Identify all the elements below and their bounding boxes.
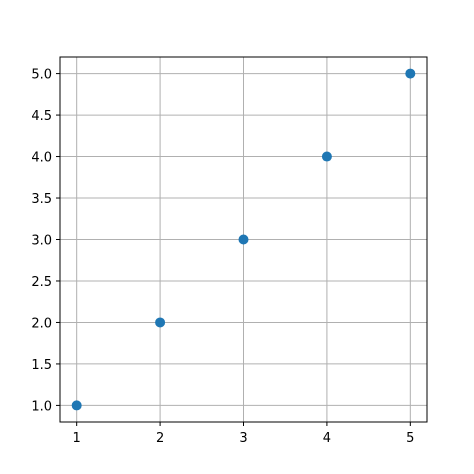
- y-tick-label: 2.0: [31, 316, 52, 331]
- y-tick-label: 1.5: [31, 358, 52, 373]
- y-tick-label: 4.0: [31, 151, 52, 166]
- ticks: [56, 73, 411, 426]
- y-tick-label: 3.5: [31, 192, 52, 207]
- grid: [60, 57, 427, 422]
- x-tick-label: 4: [323, 431, 331, 446]
- y-tick-label: 2.5: [31, 275, 52, 290]
- scatter-point: [238, 234, 249, 245]
- scatter-point: [71, 400, 82, 411]
- y-tick-label: 4.5: [31, 109, 52, 124]
- scatter-point: [321, 151, 332, 162]
- y-tick-label: 3.0: [31, 234, 52, 249]
- scatter-point: [405, 68, 416, 79]
- data-points: [71, 68, 416, 411]
- x-tick-label: 5: [406, 431, 414, 446]
- y-tick-label: 1.0: [31, 399, 52, 414]
- x-tick-label: 1: [73, 431, 81, 446]
- x-tick-label: 2: [156, 431, 164, 446]
- tick-labels: 1 2 3 4 5 1.0 1.5 2.0 2.5 3.0 3.5 4.0 4.5 5.0: [31, 68, 414, 446]
- axes-frame: [59, 56, 428, 423]
- x-tick-label: 3: [239, 431, 247, 446]
- scatter-point: [155, 317, 166, 328]
- y-tick-label: 5.0: [31, 68, 52, 83]
